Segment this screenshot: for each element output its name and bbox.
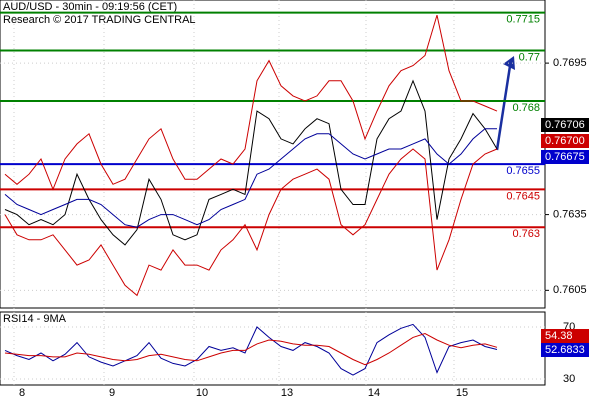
- level-label: 0.77: [519, 51, 540, 63]
- x-tick-label: 8: [19, 387, 25, 399]
- y-tick-label: 0.7605: [553, 284, 587, 296]
- rsi-line: [4, 332, 498, 366]
- x-tick-label: 10: [196, 387, 208, 399]
- x-tick-label: 13: [281, 387, 293, 399]
- level-label: 0.768: [512, 102, 540, 114]
- chart-title: AUD/USD - 30min - 09:19:56 (CET): [3, 1, 177, 13]
- series-line: [4, 79, 498, 246]
- x-tick-label: 9: [109, 387, 115, 399]
- rsi-tag-label: 52.6833: [545, 344, 585, 356]
- level-label: 0.7655: [506, 165, 540, 177]
- series-line: [4, 14, 498, 191]
- price-panel: [0, 0, 546, 309]
- x-tick-label: 15: [456, 387, 468, 399]
- y-tick-label: 0.7635: [553, 208, 587, 220]
- series-line: [4, 128, 497, 228]
- price-tag-label: 0.76706: [545, 119, 585, 131]
- price-tag: [541, 118, 589, 132]
- rsi-title: RSI14 - 9MA: [3, 313, 67, 325]
- price-tag-label: 0.76675: [545, 151, 585, 163]
- price-tag: [541, 150, 589, 164]
- price-tag-label: 0.76700: [545, 135, 585, 147]
- level-label: 0.7645: [506, 190, 540, 202]
- y-tick-label: 0.7695: [553, 57, 587, 69]
- level-label: 0.7715: [506, 14, 540, 26]
- series-line: [4, 148, 498, 297]
- x-tick-label: 14: [368, 387, 380, 399]
- chart-subtitle: Research © 2017 TRADING CENTRAL: [3, 14, 196, 26]
- level-label: 0.763: [512, 228, 540, 240]
- rsi-tag-label: 54.38: [545, 330, 573, 342]
- price-tag: [541, 134, 589, 148]
- rsi-tick-label: 30: [563, 373, 575, 385]
- rsi-tag: [541, 343, 589, 357]
- rsi-line: [4, 323, 498, 376]
- forecast-arrow: [495, 65, 512, 151]
- rsi-tag: [541, 329, 589, 343]
